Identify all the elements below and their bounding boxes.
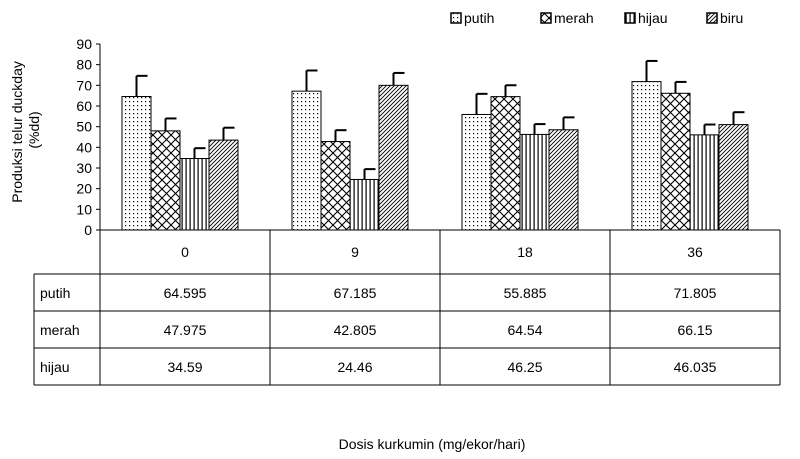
- legend-label-merah: merah: [554, 10, 594, 26]
- table-row-label: hijau: [40, 359, 70, 375]
- table-cell: 46.25: [507, 359, 542, 375]
- y-tick-label: 70: [76, 77, 92, 93]
- bar-merah-9: [320, 141, 351, 231]
- x-category-label: 18: [517, 244, 533, 260]
- bar-merah-0: [150, 130, 181, 231]
- table-cell: 71.805: [674, 285, 717, 301]
- bar-merah-36: [660, 92, 691, 231]
- bar-hijau-9: [349, 178, 380, 231]
- table-cell: 42.805: [334, 322, 377, 338]
- legend-swatch-biru: [706, 12, 718, 24]
- bar-hijau-18: [519, 133, 550, 231]
- table-row-label: merah: [40, 322, 80, 338]
- table-row-label: putih: [40, 285, 70, 301]
- y-tick-label: 60: [76, 98, 92, 114]
- y-axis-title-line1: Produksi telur duckday: [9, 61, 25, 203]
- table-cell: 66.15: [677, 322, 712, 338]
- y-tick-label: 50: [76, 119, 92, 135]
- bar-merah-18: [490, 96, 521, 231]
- table-cell: 47.975: [164, 322, 207, 338]
- x-category-label: 0: [181, 244, 189, 260]
- table-cell: 24.46: [337, 359, 372, 375]
- bar-putih-9: [291, 90, 322, 231]
- y-axis-title-line2: (%dd): [26, 111, 42, 148]
- y-tick-label: 40: [76, 139, 92, 155]
- bar-hijau-36: [689, 134, 720, 231]
- legend-label-putih: putih: [464, 10, 494, 26]
- legend-swatch-putih: [450, 12, 462, 24]
- table-cell: 55.885: [504, 285, 547, 301]
- legend-label-hijau: hijau: [638, 10, 668, 26]
- table-cell: 46.035: [674, 359, 717, 375]
- bar-biru-0: [208, 139, 239, 231]
- bar-biru-9: [378, 84, 409, 231]
- table-cell: 67.185: [334, 285, 377, 301]
- x-axis-title: Dosis kurkumin (mg/ekor/hari): [339, 436, 526, 452]
- y-tick-label: 30: [76, 160, 92, 176]
- y-tick-label: 0: [84, 222, 92, 238]
- y-tick-label: 10: [76, 201, 92, 217]
- legend-swatch-hijau: [624, 12, 636, 24]
- data-table: 0 9 18 36 putih 64.595 67.185 55.885 71.805 merah…: [33, 229, 781, 386]
- table-cell: 64.54: [507, 322, 542, 338]
- x-category-label: 9: [351, 244, 359, 260]
- y-axis: 0 10 20 30 40 50 60 70 80 90: [76, 36, 101, 238]
- bar-putih-18: [461, 114, 492, 231]
- bars-layer: [121, 59, 749, 231]
- bar-putih-0: [121, 96, 152, 231]
- bar-putih-36: [631, 81, 662, 231]
- y-tick-label: 20: [76, 181, 92, 197]
- legend: putih merah hijau biru: [450, 10, 743, 26]
- y-tick-label: 90: [76, 36, 92, 52]
- legend-swatch-merah: [540, 12, 552, 24]
- bar-hijau-0: [179, 158, 210, 231]
- y-tick-label: 80: [76, 57, 92, 73]
- table-cell: 64.595: [164, 285, 207, 301]
- bar-biru-18: [548, 129, 579, 231]
- x-category-label: 36: [687, 244, 703, 260]
- y-axis-title: Produksi telur duckday (%dd): [9, 57, 42, 203]
- bar-biru-36: [718, 124, 749, 231]
- legend-label-biru: biru: [720, 10, 743, 26]
- table-cell: 34.59: [167, 359, 202, 375]
